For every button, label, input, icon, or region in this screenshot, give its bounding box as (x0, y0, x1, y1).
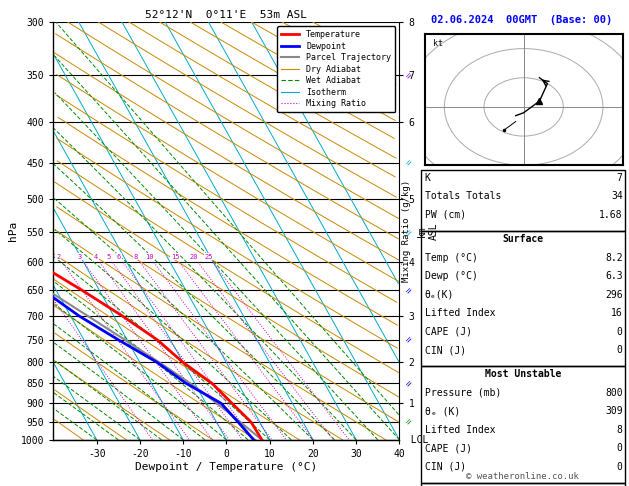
Text: CAPE (J): CAPE (J) (425, 327, 472, 337)
Text: 3: 3 (78, 254, 82, 260)
Text: 296: 296 (605, 290, 623, 300)
Text: θₑ(K): θₑ(K) (425, 290, 454, 300)
Y-axis label: hPa: hPa (8, 221, 18, 241)
Text: 16: 16 (611, 308, 623, 318)
Legend: Temperature, Dewpoint, Parcel Trajectory, Dry Adiabat, Wet Adiabat, Isotherm, Mi: Temperature, Dewpoint, Parcel Trajectory… (277, 26, 395, 112)
Text: 6: 6 (117, 254, 121, 260)
Text: Most Unstable: Most Unstable (485, 369, 561, 380)
Text: 1.68: 1.68 (599, 210, 623, 220)
Text: 02.06.2024  00GMT  (Base: 00): 02.06.2024 00GMT (Base: 00) (431, 15, 613, 25)
Text: Surface: Surface (503, 234, 543, 244)
Text: 15: 15 (171, 254, 179, 260)
Text: 4: 4 (94, 254, 98, 260)
Text: K: K (425, 173, 430, 183)
Text: 0: 0 (617, 443, 623, 453)
Text: =: = (403, 378, 414, 389)
Text: 0: 0 (617, 327, 623, 337)
Text: 8.2: 8.2 (605, 253, 623, 263)
Text: 10: 10 (145, 254, 154, 260)
Title: 52°12'N  0°11'E  53m ASL: 52°12'N 0°11'E 53m ASL (145, 10, 308, 20)
Text: 7: 7 (617, 173, 623, 183)
Text: 6.3: 6.3 (605, 271, 623, 281)
Text: =: = (403, 226, 414, 238)
Text: Dewp (°C): Dewp (°C) (425, 271, 477, 281)
Y-axis label: km
ASL: km ASL (417, 222, 438, 240)
Text: © weatheronline.co.uk: © weatheronline.co.uk (465, 472, 579, 481)
Text: =: = (403, 285, 414, 296)
Text: 2: 2 (56, 254, 60, 260)
Text: 20: 20 (189, 254, 198, 260)
Text: PW (cm): PW (cm) (425, 210, 465, 220)
Text: =: = (403, 334, 414, 346)
Text: 34: 34 (611, 191, 623, 202)
X-axis label: Dewpoint / Temperature (°C): Dewpoint / Temperature (°C) (135, 462, 318, 471)
Text: 8: 8 (134, 254, 138, 260)
Text: 0: 0 (617, 345, 623, 355)
Text: 25: 25 (204, 254, 213, 260)
Text: CAPE (J): CAPE (J) (425, 443, 472, 453)
Text: Temp (°C): Temp (°C) (425, 253, 477, 263)
Text: Totals Totals: Totals Totals (425, 191, 501, 202)
Text: LCL: LCL (399, 435, 429, 445)
Text: 8: 8 (617, 425, 623, 435)
Text: =: = (403, 69, 414, 81)
Text: kt: kt (433, 39, 442, 48)
Text: Lifted Index: Lifted Index (425, 425, 495, 435)
Text: CIN (J): CIN (J) (425, 462, 465, 472)
Text: =: = (403, 157, 414, 168)
Text: CIN (J): CIN (J) (425, 345, 465, 355)
Text: 0: 0 (617, 462, 623, 472)
Text: Lifted Index: Lifted Index (425, 308, 495, 318)
Text: 5: 5 (106, 254, 111, 260)
Text: Pressure (mb): Pressure (mb) (425, 388, 501, 398)
Text: Mixing Ratio (g/kg): Mixing Ratio (g/kg) (403, 180, 411, 282)
Text: =: = (403, 417, 414, 428)
Text: 309: 309 (605, 406, 623, 417)
Text: 800: 800 (605, 388, 623, 398)
Text: θₑ (K): θₑ (K) (425, 406, 460, 417)
